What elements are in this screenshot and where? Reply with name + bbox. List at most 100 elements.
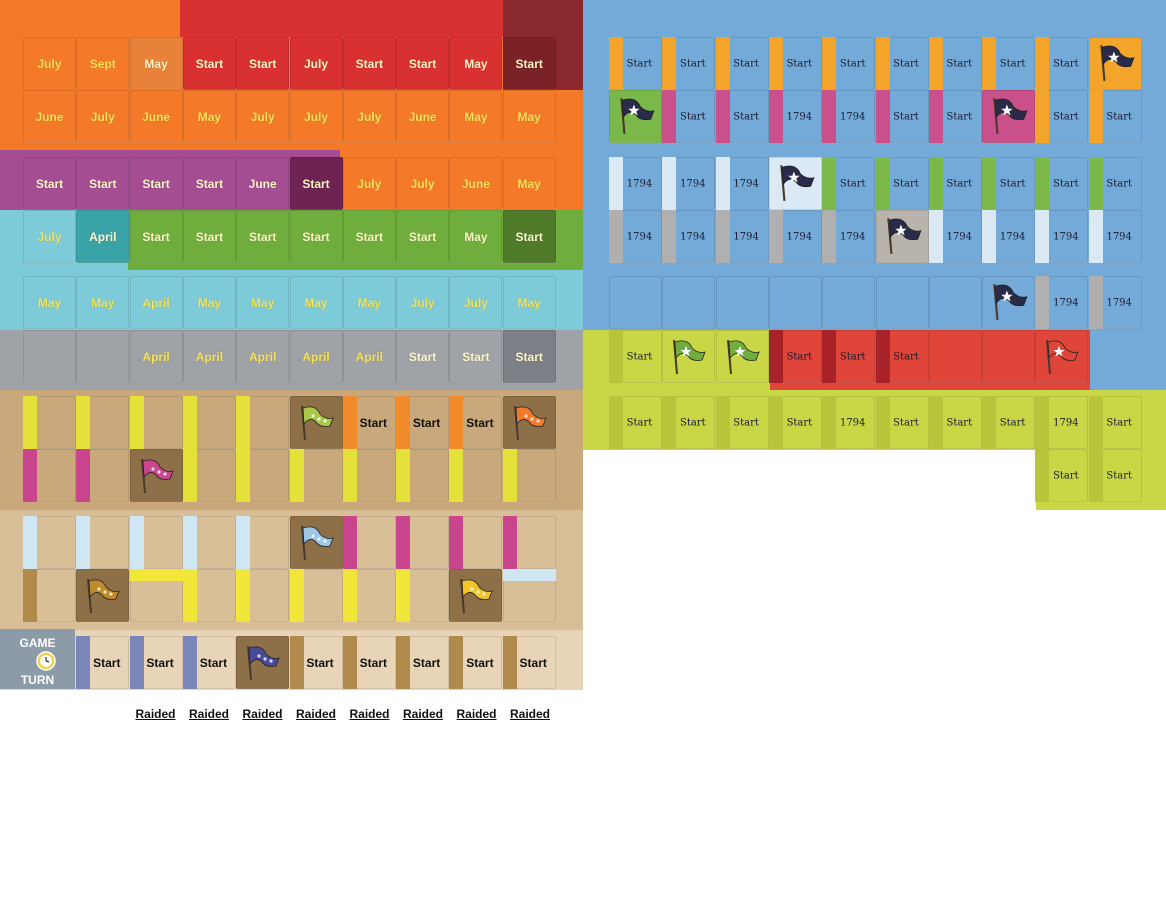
counter-left-r5-c7[interactable]: Start	[396, 330, 449, 383]
counter-left-r1-c8[interactable]: May	[449, 90, 502, 143]
counter-left-r7-c7[interactable]	[396, 449, 449, 502]
counter-right-r0-c5[interactable]: Start	[875, 37, 929, 90]
counter-left-r8-c4[interactable]	[236, 516, 289, 569]
counter-right-r3-c4[interactable]: 1794	[822, 210, 875, 263]
counter-right-r6-c4[interactable]: 1794	[822, 396, 875, 449]
counter-right-r6-c7[interactable]: Start	[982, 396, 1035, 449]
counter-left-r4-c3[interactable]: May	[183, 276, 236, 329]
counter-right-r7-c0[interactable]: Start	[1035, 449, 1088, 502]
counter-right-r0-c0[interactable]: Start	[609, 37, 662, 90]
counter-left-r1-c5[interactable]: July	[290, 90, 343, 143]
counter-right-r6-c0[interactable]: Start	[609, 396, 662, 449]
counter-left-r0-c0[interactable]: July	[23, 37, 76, 90]
counter-right-r4-c7[interactable]	[982, 276, 1035, 329]
counter-right-r6-c3[interactable]: Start	[768, 396, 822, 449]
counter-left-r8-c3[interactable]	[182, 516, 236, 569]
counter-left-r3-c4[interactable]: Start	[236, 210, 289, 263]
counter-right-r0-c1[interactable]: Start	[662, 37, 715, 90]
counter-left-r9-c9[interactable]	[502, 569, 556, 622]
counter-left-r5-c4[interactable]: April	[236, 330, 289, 383]
counter-right-r4-c0[interactable]	[609, 276, 662, 329]
counter-right-r4-c6[interactable]	[929, 276, 982, 329]
counter-right-r5-c3[interactable]: Start	[768, 330, 822, 383]
counter-right-r1-c0[interactable]	[609, 90, 662, 143]
counter-left-r2-c6[interactable]: July	[343, 157, 396, 210]
counter-right-r3-c6[interactable]: 1794	[928, 210, 982, 263]
counter-left-r0-c5[interactable]: July	[289, 37, 343, 90]
counter-left-r0-c3[interactable]: Start	[182, 37, 236, 90]
counter-left-r9-c2[interactable]	[129, 569, 183, 622]
counter-left-r1-c0[interactable]: June	[23, 90, 76, 143]
counter-right-r4-c8[interactable]: 1794	[1035, 276, 1088, 329]
counter-left-r0-c2[interactable]: May	[129, 37, 183, 90]
counter-left-r5-c3[interactable]: April	[183, 330, 236, 383]
counter-right-r2-c8[interactable]: Start	[1035, 157, 1088, 210]
counter-right-r1-c1[interactable]: Start	[662, 90, 715, 143]
counter-right-r5-c6[interactable]	[929, 330, 982, 383]
counter-right-r3-c1[interactable]: 1794	[662, 210, 715, 263]
counter-right-r5-c4[interactable]: Start	[822, 330, 875, 383]
counter-left-r9-c7[interactable]	[396, 569, 449, 622]
counter-left-r5-c2[interactable]: April	[130, 330, 183, 383]
counter-right-r1-c8[interactable]: Start	[1035, 90, 1088, 143]
counter-left-r4-c2[interactable]: April	[130, 276, 183, 329]
counter-left-r6-c8[interactable]: Start	[449, 396, 502, 449]
counter-left-r5-c1[interactable]	[76, 330, 129, 383]
counter-right-r5-c1[interactable]	[662, 330, 715, 383]
counter-left-r2-c0[interactable]: Start	[23, 157, 76, 210]
counter-left-r1-c3[interactable]: May	[183, 90, 236, 143]
counter-right-r0-c2[interactable]: Start	[715, 37, 769, 90]
counter-left-r8-c1[interactable]	[76, 516, 129, 569]
counter-right-r6-c6[interactable]: Start	[928, 396, 982, 449]
counter-left-r1-c1[interactable]: July	[76, 90, 129, 143]
counter-left-r2-c8[interactable]: June	[449, 157, 502, 210]
counter-left-r4-c5[interactable]: May	[290, 276, 343, 329]
counter-left-r7-c8[interactable]	[449, 449, 502, 502]
counter-left-r1-c7[interactable]: June	[396, 90, 449, 143]
counter-left-r7-c2[interactable]	[129, 449, 183, 502]
counter-right-r4-c2[interactable]	[716, 276, 769, 329]
counter-right-r6-c2[interactable]: Start	[715, 396, 769, 449]
counter-left-r10-c5[interactable]: Start	[289, 636, 343, 689]
counter-right-r1-c5[interactable]: Start	[875, 90, 929, 143]
counter-left-r8-c2[interactable]	[129, 516, 183, 569]
counter-left-r1-c2[interactable]: June	[130, 90, 183, 143]
counter-left-r0-c6[interactable]: Start	[342, 37, 396, 90]
counter-left-r9-c5[interactable]	[289, 569, 343, 622]
counter-left-r8-c7[interactable]	[396, 516, 449, 569]
counter-left-r4-c9[interactable]: May	[503, 276, 556, 329]
counter-right-r3-c7[interactable]: 1794	[982, 210, 1035, 263]
counter-right-r4-c5[interactable]	[876, 276, 929, 329]
counter-left-r5-c9[interactable]: Start	[502, 330, 556, 383]
counter-left-r1-c4[interactable]: July	[236, 90, 289, 143]
counter-left-r7-c0[interactable]	[23, 449, 76, 502]
counter-right-r3-c3[interactable]: 1794	[768, 210, 822, 263]
counter-left-r3-c1[interactable]: April	[76, 210, 130, 263]
counter-right-r5-c7[interactable]	[982, 330, 1035, 383]
counter-left-r2-c1[interactable]: Start	[76, 157, 129, 210]
counter-left-r3-c8[interactable]: May	[449, 210, 502, 263]
counter-right-r5-c2[interactable]	[716, 330, 769, 383]
counter-left-r6-c2[interactable]	[129, 396, 183, 449]
counter-left-r6-c4[interactable]	[236, 396, 289, 449]
counter-right-r5-c8[interactable]	[1035, 330, 1088, 383]
counter-right-r2-c9[interactable]: Start	[1088, 157, 1142, 210]
counter-left-r8-c6[interactable]	[342, 516, 396, 569]
counter-right-r0-c4[interactable]: Start	[822, 37, 875, 90]
counter-left-r3-c3[interactable]: Start	[183, 210, 236, 263]
counter-right-r1-c3[interactable]: 1794	[768, 90, 822, 143]
counter-right-r4-c9[interactable]: 1794	[1088, 276, 1142, 329]
counter-left-r2-c4[interactable]: June	[236, 157, 289, 210]
counter-left-r6-c6[interactable]: Start	[342, 396, 396, 449]
counter-right-r0-c9[interactable]	[1088, 37, 1142, 90]
counter-left-r10-c6[interactable]: Start	[342, 636, 396, 689]
counter-left-r3-c5[interactable]: Start	[290, 210, 343, 263]
counter-left-r10-c3[interactable]: Start	[182, 636, 236, 689]
counter-right-r1-c6[interactable]: Start	[928, 90, 982, 143]
counter-right-r3-c0[interactable]: 1794	[609, 210, 662, 263]
counter-right-r2-c4[interactable]: Start	[822, 157, 875, 210]
counter-right-r3-c2[interactable]: 1794	[715, 210, 769, 263]
counter-left-r5-c8[interactable]: Start	[449, 330, 502, 383]
counter-right-r2-c7[interactable]: Start	[982, 157, 1035, 210]
counter-left-r7-c5[interactable]	[289, 449, 343, 502]
